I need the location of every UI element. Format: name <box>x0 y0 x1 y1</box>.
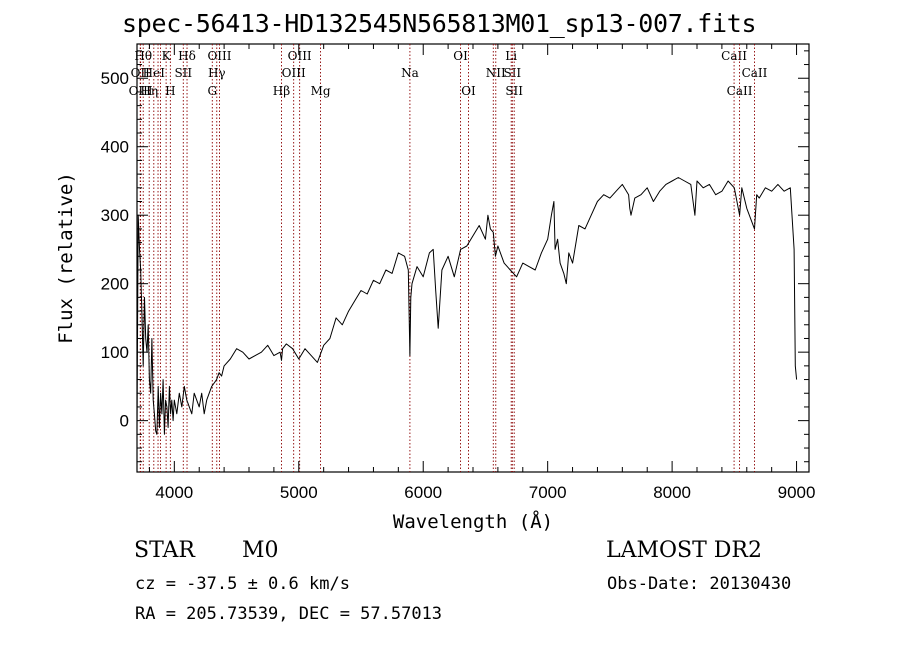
x-tick-label: 4000 <box>155 483 193 502</box>
line-marker-label: SII <box>174 66 192 80</box>
axis-ticks: 4000 5000 6000 7000 8000 9000 0 100 200 300 400 500 <box>101 44 816 502</box>
x-tick-label: 9000 <box>778 483 816 502</box>
y-axis-label: Flux (relative) <box>55 172 77 344</box>
line-marker-label: Li <box>505 49 517 63</box>
y-tick-label: 300 <box>101 206 129 225</box>
x-tick-label: 5000 <box>280 483 318 502</box>
obs-date: Obs-Date: 20130430 <box>607 574 792 594</box>
x-tick-label: 6000 <box>404 483 442 502</box>
line-marker-label: OI <box>453 49 468 63</box>
y-tick-label: 100 <box>101 343 129 362</box>
line-marker-label: OI <box>461 84 476 98</box>
line-marker-label: CaII <box>721 49 747 63</box>
line-marker-label: Hγ <box>208 66 226 80</box>
line-marker-label: SII <box>505 84 523 98</box>
line-marker-label: H <box>165 84 175 98</box>
spectrum-line <box>136 177 798 435</box>
line-marker-label: HeI <box>143 66 166 80</box>
line-marker-label: OIII <box>129 84 153 98</box>
object-subclass: M0 <box>242 538 279 563</box>
line-marker-label: Hδ <box>178 49 196 63</box>
coordinates-readout: RA = 205.73539, DEC = 57.57013 <box>135 604 443 624</box>
line-marker-label: OIII <box>282 66 306 80</box>
x-tick-label: 7000 <box>529 483 567 502</box>
plot-frame <box>136 43 810 473</box>
line-marker-label: NII <box>486 66 506 80</box>
line-marker-label: OIII <box>207 49 231 63</box>
line-marker-label: Na <box>401 66 419 80</box>
survey-name: LAMOST DR2 <box>606 538 762 563</box>
line-marker-label: CaII <box>742 66 768 80</box>
x-tick-label: 8000 <box>653 483 691 502</box>
y-tick-label: 0 <box>120 412 129 431</box>
line-marker-label: Hη <box>140 84 158 98</box>
line-marker-label: CaII <box>727 84 753 98</box>
line-markers: OIIOIIIHθHηHeIKHSIIHδGHγOIIIHβOIIIOIIIMg… <box>129 44 768 472</box>
line-marker-label: OIII <box>288 49 312 63</box>
line-marker-label: Hθ <box>134 49 152 63</box>
line-marker-label: K <box>162 49 172 63</box>
y-tick-label: 200 <box>101 275 129 294</box>
y-tick-label: 500 <box>101 69 129 88</box>
object-class: STAR <box>134 538 195 563</box>
chart-title: spec-56413-HD132545N565813M01_sp13-007.f… <box>122 9 757 38</box>
x-axis-label: Wavelength (Å) <box>393 510 553 533</box>
line-marker-label: Hβ <box>273 84 290 98</box>
line-marker-label: G <box>207 84 217 98</box>
velocity-readout: cz = -37.5 ± 0.6 km/s <box>135 574 350 594</box>
line-marker-label: SII <box>503 66 521 80</box>
line-marker-label: Mg <box>311 84 331 98</box>
y-tick-label: 400 <box>101 138 129 157</box>
series-layer <box>136 177 798 435</box>
